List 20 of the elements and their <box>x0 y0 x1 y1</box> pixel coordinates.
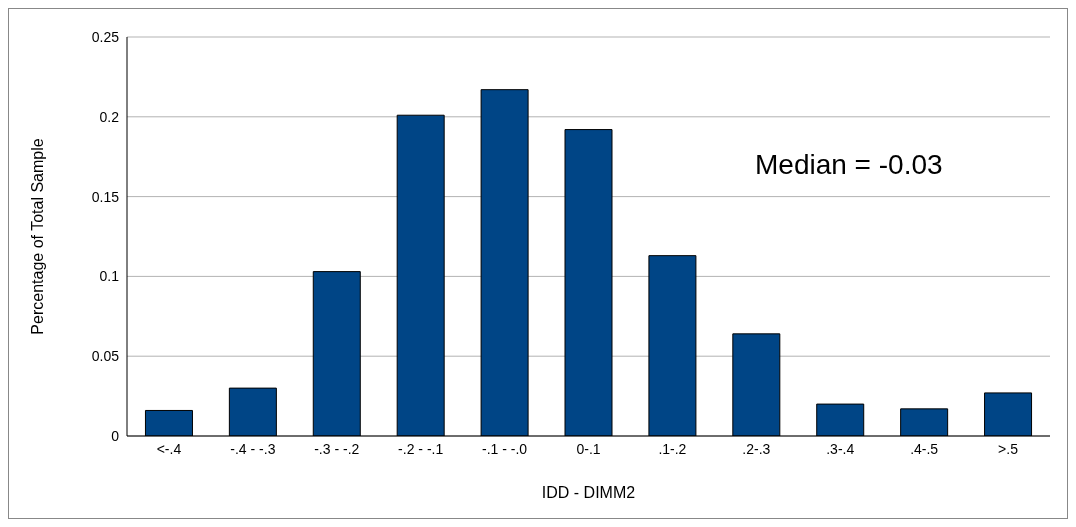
y-tick-label: 0.25 <box>91 28 120 45</box>
x-tick-label: >.5 <box>998 440 1019 457</box>
y-tick-label: 0.1 <box>99 268 120 285</box>
y-axis-title: Percentage of Total Sample <box>28 138 46 335</box>
x-tick-label: -.2 - -.1 <box>398 440 444 457</box>
x-tick-label: -.1 - -.0 <box>482 440 528 457</box>
x-tick-label: 0-.1 <box>576 440 601 457</box>
x-tick-label: .3-.4 <box>826 440 855 457</box>
x-tick-label: .1-.2 <box>658 440 687 457</box>
x-tick-label: <-.4 <box>156 440 182 457</box>
y-tick-label: 0.2 <box>99 108 120 125</box>
y-tick-label: 0.05 <box>91 348 120 365</box>
x-tick-label: .2-.3 <box>742 440 771 457</box>
x-tick-label: -.3 - -.2 <box>314 440 360 457</box>
x-tick-label: .4-.5 <box>910 440 939 457</box>
x-axis-title: IDD - DIMM2 <box>541 484 636 501</box>
y-tick-label: 0 <box>111 427 120 444</box>
annotation: Median = -0.03 <box>755 149 943 181</box>
x-tick-label: -.4 - -.3 <box>230 440 276 457</box>
y-tick-label: 0.15 <box>91 188 120 205</box>
